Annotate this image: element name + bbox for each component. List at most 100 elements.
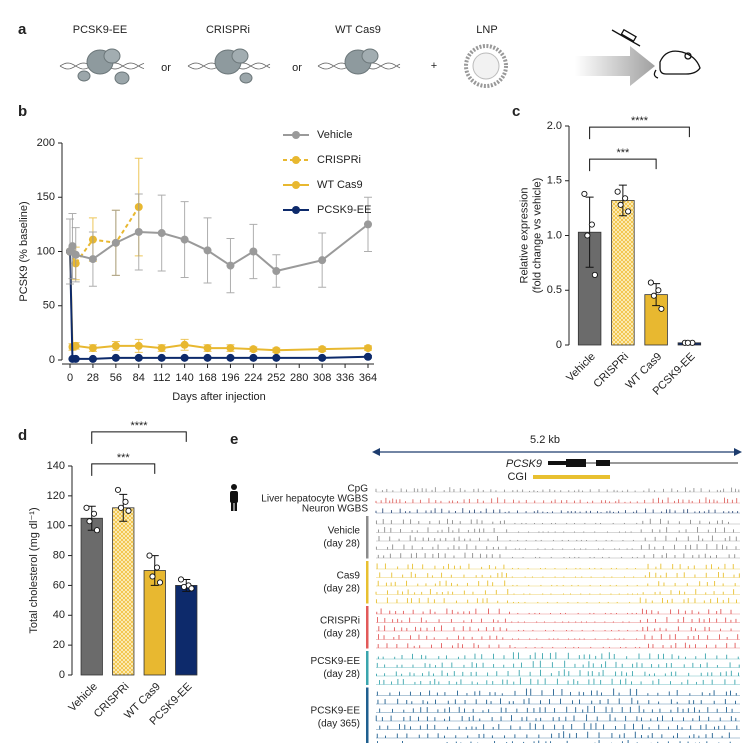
y-tick-label: 1.0 <box>547 229 562 241</box>
panel-label: a <box>18 21 27 38</box>
y-tick-label: 20 <box>53 639 65 651</box>
data-point <box>83 504 90 511</box>
effector <box>239 72 253 84</box>
point <box>157 353 166 362</box>
item-label: CRISPRi <box>206 24 250 36</box>
legend-marker <box>292 206 300 214</box>
bar <box>80 517 103 676</box>
y-tick-label: 120 <box>47 490 65 502</box>
point <box>226 353 235 362</box>
y-tick-label: 100 <box>37 245 55 257</box>
scale-arrow <box>734 448 742 456</box>
y-tick-label: 0.5 <box>547 284 562 296</box>
cgi-label: CGI <box>507 471 527 483</box>
panel-label: b <box>18 103 27 120</box>
point <box>180 353 189 362</box>
person-icon <box>230 484 238 511</box>
error-bar <box>618 184 627 217</box>
protein <box>103 48 121 64</box>
y-tick-label: 80 <box>53 549 65 561</box>
y-tick-label: 200 <box>37 137 55 149</box>
y-axis-label: PCSK9 (% baseline) <box>18 201 30 301</box>
arrow <box>575 46 655 86</box>
group-label: CRISPRi <box>320 615 360 626</box>
point <box>157 229 166 238</box>
data-point <box>584 232 591 239</box>
point <box>249 353 258 362</box>
y-tick-label: 150 <box>37 191 55 203</box>
data-point <box>581 190 588 197</box>
scale-arrow <box>372 448 380 456</box>
point <box>88 354 97 363</box>
point <box>226 344 235 353</box>
y-tick-label: 1.5 <box>547 175 562 187</box>
significance-bracket <box>91 463 156 476</box>
y-tick-label: 140 <box>47 460 65 472</box>
legend-label: Vehicle <box>317 129 352 141</box>
point <box>272 267 281 276</box>
point <box>272 353 281 362</box>
data-point <box>658 305 665 312</box>
group-label: PCSK9-EE <box>311 656 361 667</box>
group-label: (day 28) <box>323 669 360 680</box>
point <box>111 238 120 247</box>
significance-bracket <box>589 126 690 140</box>
y-axis-label: Total cholesterol (mg dl⁻¹) <box>28 507 40 633</box>
bar <box>143 570 166 676</box>
item-label: PCSK9-EE <box>73 24 127 36</box>
group-bar <box>366 606 369 649</box>
x-tick-label: 336 <box>336 372 354 384</box>
x-tick-label: 308 <box>313 372 331 384</box>
point <box>203 344 212 353</box>
point <box>272 346 281 355</box>
item-label: WT Cas9 <box>335 24 381 36</box>
group-label: (day 28) <box>323 628 360 639</box>
data-point <box>117 504 125 511</box>
point <box>134 227 143 236</box>
legend-label: PCSK9-EE <box>317 204 371 216</box>
point <box>88 255 97 264</box>
point <box>134 341 143 350</box>
data-point <box>188 585 195 592</box>
genome-panel: e 5.2 kb PCSK9 CGI CpG Liver hepatocyte … <box>230 431 742 515</box>
joiner: + <box>431 60 437 72</box>
significance-bracket <box>91 431 187 444</box>
y-tick-label: 0 <box>49 354 55 366</box>
protein <box>231 48 249 64</box>
joiner: or <box>292 62 302 74</box>
point <box>318 345 327 354</box>
data-point <box>588 221 595 228</box>
group-label: (day 365) <box>318 718 360 729</box>
point <box>318 256 327 265</box>
group-label: Vehicle <box>328 525 361 536</box>
y-axis-label: Relative expression <box>518 188 530 284</box>
x-tick-label: 280 <box>290 372 308 384</box>
point <box>134 353 143 362</box>
point <box>180 340 189 349</box>
group-bar <box>366 516 369 559</box>
y-tick-label: 0 <box>556 339 562 351</box>
track-label: Neuron WGBS <box>302 504 368 515</box>
data-point <box>614 188 621 195</box>
legend-marker <box>292 181 300 189</box>
x-tick-label: 196 <box>221 372 239 384</box>
data-point <box>647 279 654 286</box>
point <box>203 353 212 362</box>
data-point <box>125 507 132 514</box>
bar <box>112 507 135 676</box>
group-label: (day 28) <box>323 583 360 594</box>
track-label: Liver hepatocyte WGBS <box>261 494 368 505</box>
y-axis-label: (fold change vs vehicle) <box>531 178 543 294</box>
point <box>318 353 327 362</box>
scale-label: 5.2 kb <box>530 434 560 446</box>
x-tick-label: 28 <box>87 372 99 384</box>
error-bar <box>585 196 594 268</box>
exon <box>596 460 610 466</box>
utr <box>548 461 566 465</box>
group-label: (day 28) <box>323 538 360 549</box>
panel-label: c <box>512 103 520 120</box>
exon <box>566 459 586 467</box>
data-point <box>153 564 161 571</box>
point <box>203 246 212 255</box>
point <box>364 344 372 353</box>
